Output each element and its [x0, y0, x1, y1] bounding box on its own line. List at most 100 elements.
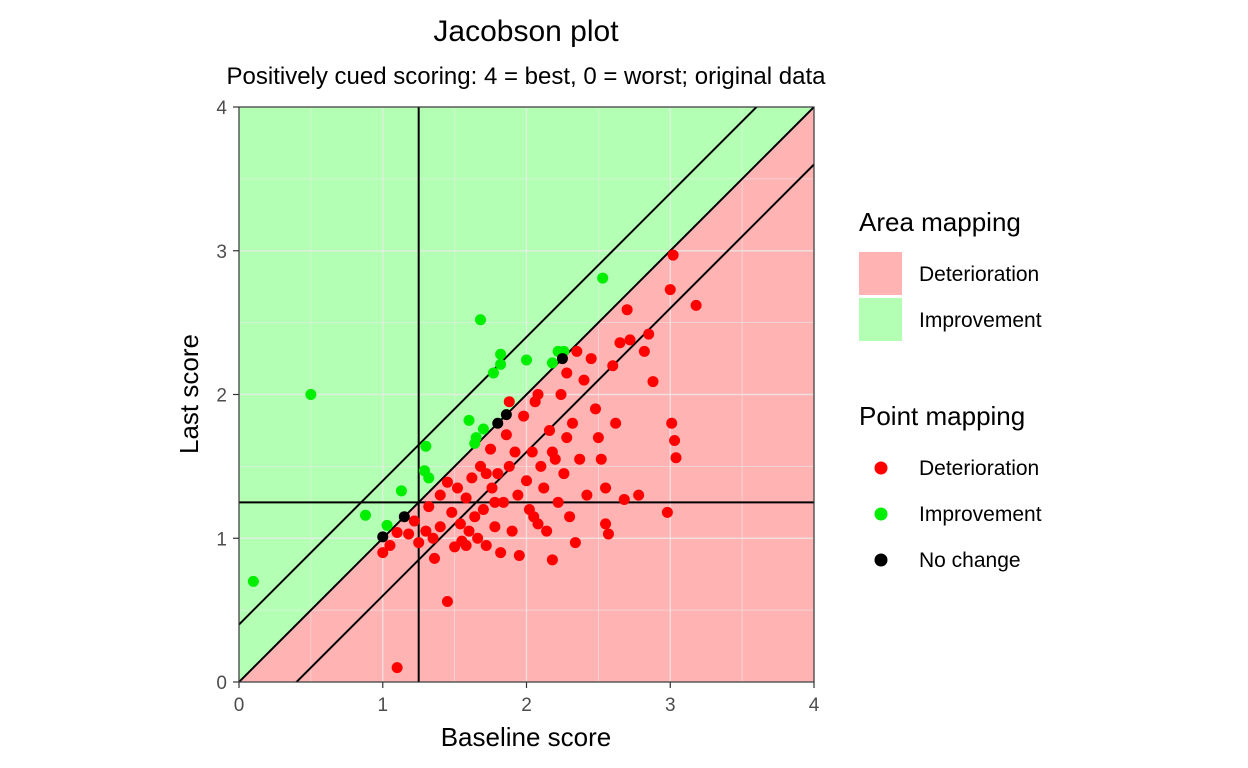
x-tick-label: 1 [377, 695, 388, 716]
data-point-improvement [423, 472, 435, 484]
data-point-deterioration [561, 367, 573, 379]
data-point-deterioration [492, 468, 504, 480]
data-point-deterioration [429, 552, 440, 564]
data-point-deterioration [495, 547, 507, 559]
data-point-improvement [597, 272, 609, 284]
legend-area-label-improvement: Improvement [919, 309, 1042, 332]
legend-area-title: Area mapping [859, 207, 1021, 237]
data-point-deterioration [513, 550, 525, 561]
data-point-deterioration [564, 511, 576, 523]
y-tick-label: 1 [216, 529, 227, 550]
no-change-diagonal [239, 107, 814, 682]
data-point-improvement [487, 367, 499, 379]
data-point-deterioration [590, 403, 601, 415]
chart-title: Jacobson plot [433, 15, 619, 48]
data-point-deterioration [480, 539, 492, 551]
rci-lower-line [295, 163, 814, 682]
data-point-deterioration [643, 328, 655, 340]
data-point-deterioration [463, 525, 475, 537]
x-tick-label: 3 [665, 695, 676, 716]
data-point-deterioration [535, 460, 547, 472]
data-point-deterioration [578, 374, 590, 386]
data-point-improvement [463, 414, 475, 426]
data-point-deterioration [454, 518, 466, 530]
data-point-deterioration [585, 353, 597, 365]
data-point-deterioration [532, 389, 544, 400]
legend-area-key-improvement [859, 298, 902, 341]
data-point-deterioration [413, 537, 425, 549]
data-point-deterioration [509, 446, 521, 458]
data-point-deterioration [571, 345, 583, 357]
data-point-deterioration [489, 521, 501, 533]
data-point-deterioration [408, 515, 420, 527]
data-point-deterioration [446, 506, 458, 518]
data-point-deterioration [538, 482, 550, 494]
legend-point-key-improvement [874, 507, 888, 521]
data-point-deterioration [521, 475, 532, 487]
data-point-deterioration [595, 453, 607, 465]
data-point-deterioration [661, 506, 673, 518]
y-tick-label: 4 [216, 98, 227, 119]
data-point-deterioration [503, 460, 515, 472]
data-point-deterioration [480, 468, 492, 480]
x-tick-label: 2 [521, 695, 532, 716]
legend-point-label-no-change: No change [919, 549, 1021, 572]
data-point-improvement [477, 423, 489, 435]
data-point-deterioration [441, 476, 453, 488]
data-point-deterioration [541, 525, 553, 537]
legend: Area mapping Deterioration Improvement P… [859, 207, 1042, 572]
data-point-deterioration [558, 468, 570, 480]
data-point-deterioration [503, 396, 515, 408]
data-point-deterioration [391, 662, 403, 674]
reference-lines [239, 107, 814, 682]
plot-panel [239, 107, 814, 682]
data-point-deterioration [552, 496, 564, 508]
data-point-improvement [521, 354, 532, 366]
data-point-deterioration [403, 528, 415, 540]
data-point-deterioration [477, 504, 489, 515]
rci-upper-line [239, 107, 758, 626]
data-point-improvement [305, 389, 317, 400]
data-point-deterioration [384, 539, 396, 551]
data-point-no-change [398, 511, 410, 523]
axes: 0 1 2 3 4 0 1 2 3 4 [216, 98, 819, 716]
y-tick-label: 0 [216, 673, 227, 694]
legend-point-key-no-change [874, 553, 888, 567]
data-point-deterioration [546, 446, 558, 458]
data-point-deterioration [592, 432, 604, 444]
data-point-deterioration [377, 547, 389, 559]
legend-area-key-deterioration [859, 252, 902, 295]
data-point-deterioration [434, 489, 446, 501]
data-point-deterioration [506, 525, 518, 537]
data-point-deterioration [610, 417, 622, 429]
data-point-deterioration [544, 424, 555, 436]
legend-point-title: Point mapping [859, 401, 1025, 431]
data-point-deterioration [607, 360, 619, 372]
data-point-deterioration [638, 345, 650, 357]
data-point-deterioration [546, 554, 558, 566]
data-point-deterioration [669, 435, 681, 446]
legend-point-key-deterioration [874, 461, 888, 475]
data-point-no-change [556, 353, 568, 365]
data-point-deterioration [567, 417, 578, 429]
data-point-deterioration [621, 304, 633, 316]
data-point-deterioration [690, 299, 702, 311]
data-point-deterioration [485, 443, 497, 455]
data-point-no-change [377, 531, 389, 543]
data-point-improvement [381, 519, 393, 531]
data-point-deterioration [624, 334, 636, 346]
y-tick-label: 3 [216, 242, 227, 263]
data-point-deterioration [528, 511, 540, 523]
data-point-deterioration [667, 249, 679, 261]
data-point-deterioration [472, 532, 484, 544]
data-point-no-change [492, 417, 504, 429]
data-point-deterioration [614, 337, 626, 349]
data-point-deterioration [489, 496, 501, 508]
data-point-no-change [500, 409, 512, 421]
data-point-deterioration [423, 501, 435, 513]
x-axis-label: Baseline score [441, 722, 612, 752]
data-point-deterioration [434, 521, 446, 533]
legend-point-label-improvement: Improvement [919, 503, 1042, 526]
data-point-deterioration [441, 596, 453, 607]
